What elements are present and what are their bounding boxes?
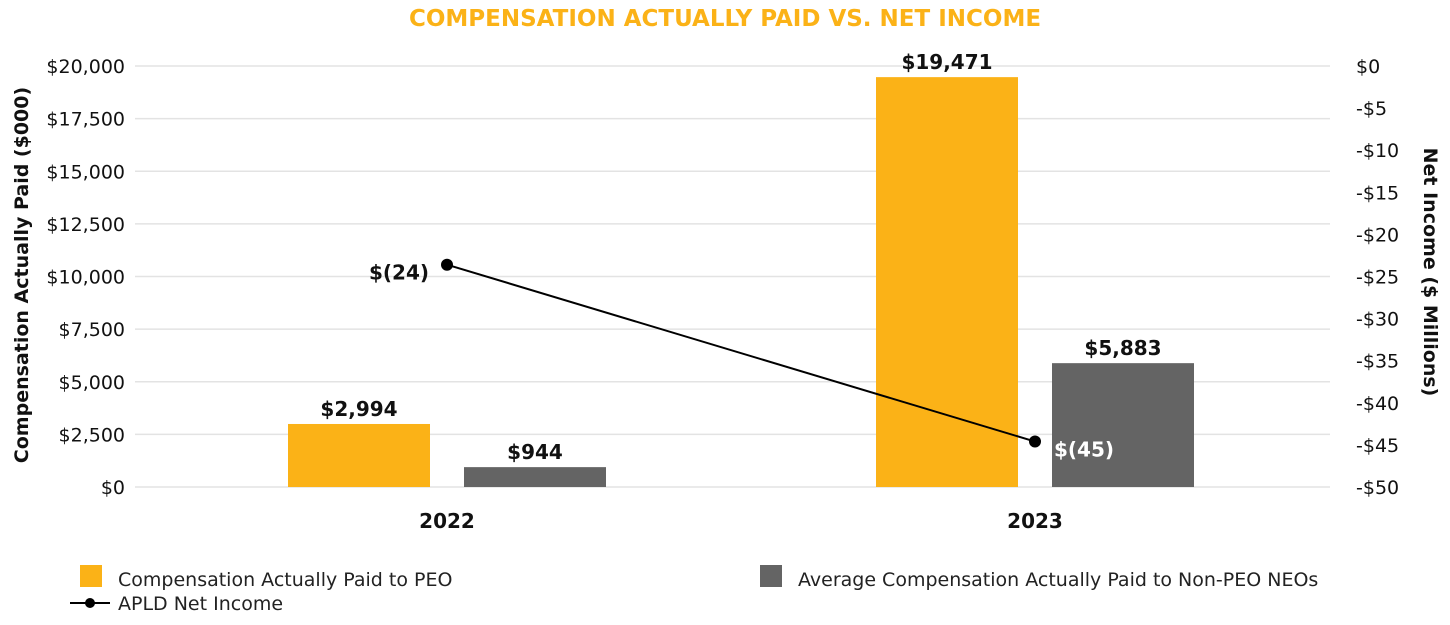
- bar: [876, 77, 1018, 488]
- bar-data-label: $5,883: [1084, 336, 1161, 360]
- category-label: 2023: [1007, 509, 1063, 533]
- category-labels: 2022 2023: [419, 509, 1063, 533]
- line-data-label: $(24): [369, 261, 429, 285]
- y2-tick-label: -$10: [1356, 140, 1399, 162]
- bar: [464, 467, 606, 487]
- legend-label: Average Compensation Actually Paid to No…: [798, 569, 1318, 591]
- y2-tick-label: -$40: [1356, 393, 1399, 415]
- y2-tick-label: -$15: [1356, 182, 1399, 204]
- y2-tick-label: -$5: [1356, 98, 1387, 120]
- legend: Compensation Actually Paid to PEO Average…: [70, 565, 1318, 615]
- y2-axis-ticks: -$50 -$45 -$40 -$35 -$30 -$25 -$20 -$15 -$10 -$5 $…: [1356, 56, 1399, 499]
- y2-tick-label: -$45: [1356, 435, 1399, 457]
- y-tick-label: $17,500: [46, 109, 125, 131]
- bars: $2,994 $944 $19,471 $5,883: [288, 50, 1194, 488]
- bar: [1052, 363, 1194, 487]
- y-tick-label: $7,500: [59, 319, 125, 341]
- y-tick-label: $10,000: [46, 267, 125, 289]
- y-tick-label: $5,000: [59, 372, 125, 394]
- y2-tick-label: -$50: [1356, 477, 1399, 499]
- net-income-line: $(24) $(45): [369, 258, 1114, 462]
- y-tick-label: $15,000: [46, 161, 125, 183]
- y2-tick-label: -$20: [1356, 224, 1399, 246]
- net-income-point: [1029, 435, 1041, 448]
- y2-tick-label: -$35: [1356, 351, 1399, 373]
- y2-tick-label: -$30: [1356, 309, 1399, 331]
- legend-label: APLD Net Income: [118, 593, 283, 615]
- bar: [288, 423, 430, 487]
- line-data-label: $(45): [1054, 438, 1114, 462]
- bar-data-label: $944: [507, 440, 563, 464]
- net-income-point: [441, 258, 453, 271]
- legend-swatch: [80, 565, 102, 587]
- y-tick-label: $0: [101, 477, 125, 499]
- category-label: 2022: [419, 509, 475, 533]
- y-axis-ticks: $0 $2,500 $5,000 $7,500 $10,000 $12,500 $15,00…: [46, 56, 125, 499]
- y2-tick-label: -$25: [1356, 267, 1399, 289]
- y-tick-label: $12,500: [46, 214, 125, 236]
- y-tick-label: $2,500: [59, 424, 125, 446]
- net-income-line-path: [446, 263, 1036, 443]
- y2-axis-title: Net Income ($ Millions): [1419, 148, 1441, 397]
- legend-swatch: [760, 565, 782, 587]
- bar-data-label: $19,471: [901, 50, 992, 74]
- legend-label: Compensation Actually Paid to PEO: [118, 569, 452, 591]
- chart-title: COMPENSATION ACTUALLY PAID VS. NET INCOM…: [409, 6, 1041, 32]
- legend-line-marker: [85, 598, 95, 608]
- y-tick-label: $20,000: [46, 56, 125, 78]
- bar-data-label: $2,994: [320, 397, 397, 421]
- y2-tick-label: $0: [1356, 56, 1380, 78]
- y-axis-title: Compensation Actually Paid ($000): [11, 87, 33, 463]
